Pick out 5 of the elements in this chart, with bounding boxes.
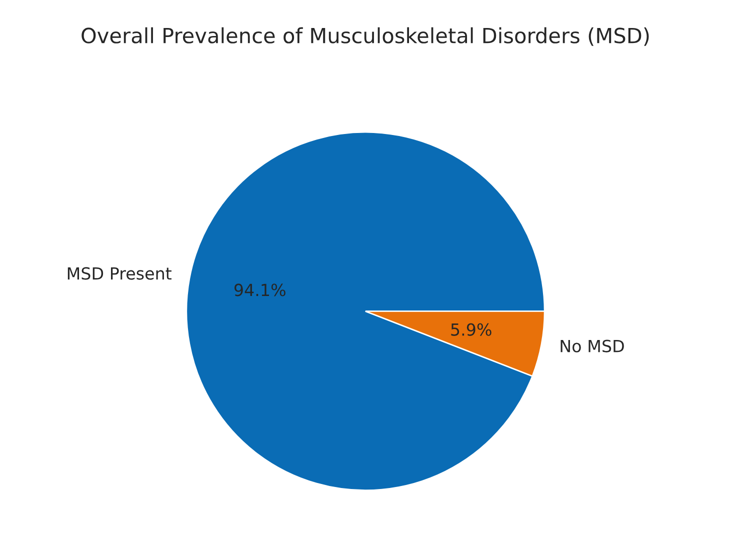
slice-label: No MSD xyxy=(560,340,624,352)
slice-label: MSD Present xyxy=(68,267,172,280)
data-label: 5.9% xyxy=(451,323,492,336)
data-label: 94.1% xyxy=(234,284,286,296)
chart-title: Overall Prevalence of Musculoskeletal Disorders (MSD) xyxy=(82,27,649,46)
